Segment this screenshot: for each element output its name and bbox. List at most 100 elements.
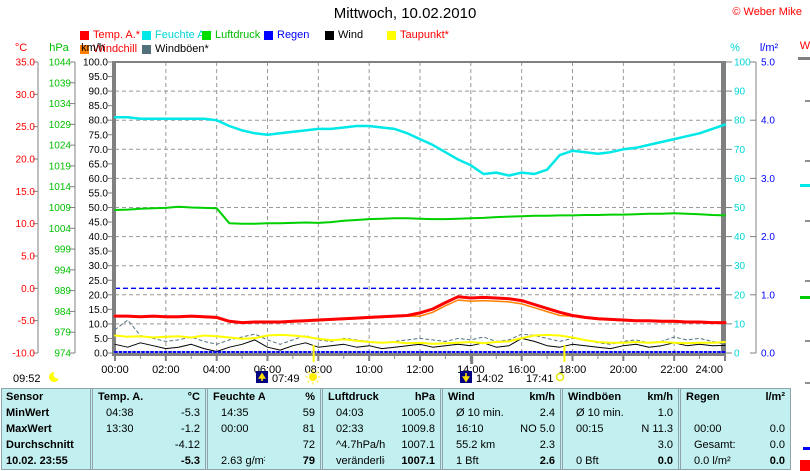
table-cell-value: 0.0 [769,423,785,435]
svg-text:999: 999 [54,245,71,256]
table-cell-value: NO 5.0 [520,423,555,435]
table-header-windb-en: Windböen [560,389,623,405]
svg-text:0.0: 0.0 [94,349,108,360]
copyright: © Weber Mike [732,6,802,18]
table-cell-time: 04:03 [320,405,385,421]
table-row-label: 10.02. 23:55 [6,455,68,467]
svg-text:80: 80 [734,116,746,127]
svg-text:5.0: 5.0 [21,252,35,263]
svg-text:10.0: 10.0 [16,219,36,230]
table-cell-value: 3.0 [657,439,673,451]
legend-item-luftdruck: Luftdruck [202,29,260,41]
table-cell-time: 00:00 [678,421,735,437]
svg-text:25.0: 25.0 [16,122,36,133]
svg-text:1.0: 1.0 [761,290,775,301]
stats-table: Sensor Temp. A. °C Feuchte A.% Luftdruck hPa W… [1,388,791,470]
svg-text:1004: 1004 [49,224,72,235]
table-cell-time [678,405,735,421]
svg-text:45.0: 45.0 [89,218,109,229]
series-feuchte-a- [113,116,727,177]
svg-text:30.0: 30.0 [16,90,36,101]
arrow-down-badge [460,371,472,383]
svg-text:07:49: 07:49 [272,373,300,385]
svg-text:22:00: 22:00 [660,364,688,376]
table-cell-time: 16:10 [440,421,505,437]
legend-label: Luftdruck [215,29,261,41]
table-cell-time: 02:33 [320,421,385,437]
table-cell-time: 00:15 [560,421,623,437]
legend-swatch [325,30,334,40]
svg-text:40.0: 40.0 [89,232,109,243]
svg-text:hPa: hPa [49,42,69,54]
svg-text:40: 40 [734,232,746,243]
table-cell-time: 55.2 km [440,437,505,453]
table-row-label: MinWert [6,407,50,419]
legend-item-windb-en-: Windböen* [142,43,209,55]
svg-text:1019: 1019 [49,161,72,172]
svg-text:95.0: 95.0 [89,72,109,83]
y-axis-rain: 5.0 4.0 3.0 2.0 1.0 0.0 l/m² [750,42,778,360]
svg-text:02:00: 02:00 [152,364,180,376]
table-header-unit: hPa [414,391,435,403]
svg-text:0.0: 0.0 [21,284,35,295]
table-cell-time [205,437,265,453]
series-taupunkt [114,333,726,345]
svg-text:1029: 1029 [49,120,72,131]
svg-text:1039: 1039 [49,78,72,89]
plot-frame [112,61,726,356]
astro-markers: 09:52 07:49 14:02 17:41 [13,345,566,385]
table-header-regen: Regen [678,389,735,405]
svg-text:18:00: 18:00 [559,364,587,376]
legend-swatch [142,30,151,40]
svg-text:20.0: 20.0 [89,290,109,301]
table-cell-value: N 11.3 [641,423,673,435]
sun-outline-icon [555,372,565,382]
svg-text:989: 989 [54,286,71,297]
svg-text:0: 0 [734,349,740,360]
svg-text:1044: 1044 [49,58,72,69]
legend-label: Taupunkt* [400,29,449,41]
table-cell-value: -5.3 [181,407,200,419]
svg-text:15.0: 15.0 [89,305,109,316]
legend-item-regen: Regen [264,29,309,41]
y-axis-windspeed: 100.0 95.0 90.0 85.0 80.0 75.0 70.0 65.0 60.0 55.… [81,42,113,360]
svg-text:55.0: 55.0 [89,188,109,199]
table-cell-time: 0 Bft [560,453,623,469]
svg-text:984: 984 [54,307,71,318]
svg-text:75.0: 75.0 [89,130,109,141]
table-cell-value: -1.2 [181,423,200,435]
svg-text:10: 10 [734,319,746,330]
table-cell-value: -5.3 [181,455,200,467]
table-cell-value: 81 [302,423,315,435]
table-header-unit: °C [187,391,200,403]
table-row-label: MaxWert [6,423,52,435]
x-axis: 00:00 02:00 04:00 06:00 08:00 10:00 12:00 14:00… [101,356,726,376]
series-temp-a- [113,295,727,325]
svg-text:2.0: 2.0 [761,232,775,243]
svg-text:10:00: 10:00 [355,364,383,376]
svg-text:4.0: 4.0 [761,116,775,127]
svg-text:3.0: 3.0 [761,174,775,185]
table-cell-value [735,405,790,421]
table-cell-value: 72 [302,439,315,451]
legend-swatch [142,44,151,54]
legend-label: Regen [277,29,310,41]
table-cell-time: Ø 10 min. [560,405,623,421]
moon-icon [49,370,62,382]
legend-item-windchill: Windchill [80,43,137,55]
svg-text:°C: °C [15,42,27,54]
svg-text:65.0: 65.0 [89,159,109,170]
table-cell-value: 1007.1 [401,439,435,451]
table-header-unit: km/h [647,391,673,403]
legend-item-taupunkt-: Taupunkt* [387,29,449,41]
svg-text:85.0: 85.0 [89,101,109,112]
svg-text:l/m²: l/m² [760,42,779,54]
legend-swatch [387,30,396,40]
table-cell-value: 2.6 [539,455,555,467]
table-cell-value: 0.0 [769,455,785,467]
table-cell-time: 14:35 [205,405,265,421]
legend-label: Temp. A.* [93,29,141,41]
svg-text:14:02: 14:02 [476,373,504,385]
table-header-unit: l/m² [765,391,785,403]
